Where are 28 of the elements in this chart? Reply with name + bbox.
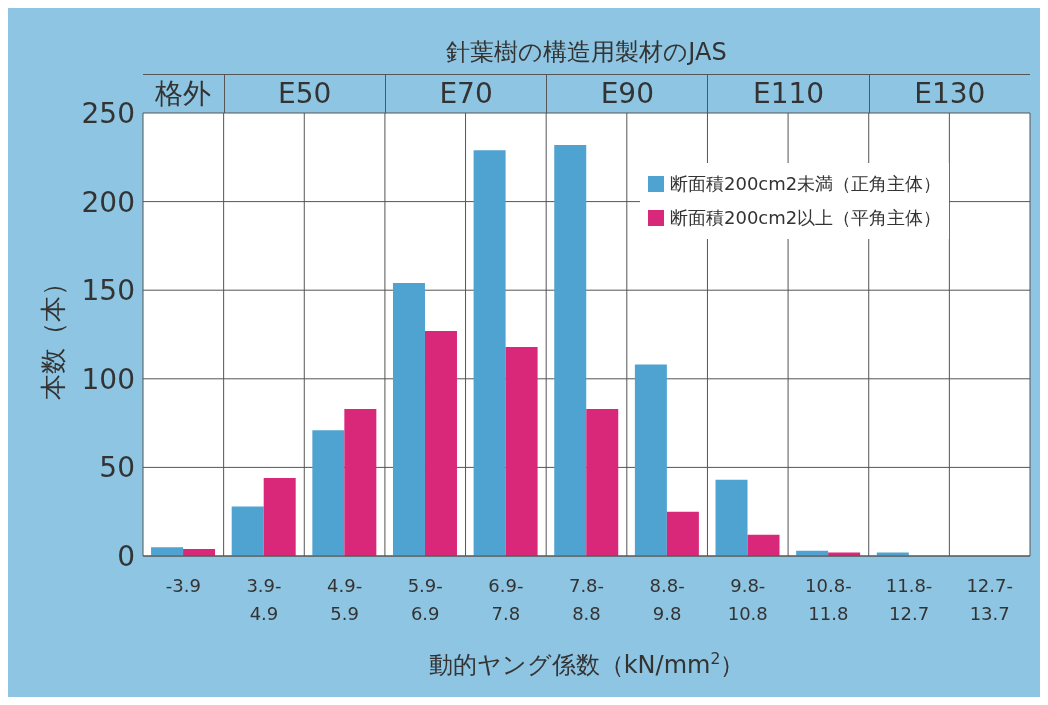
text: 格外 [154, 75, 213, 112]
y-tick-label: 200 [81, 185, 135, 219]
x-tick-label: 8.8-9.8 [649, 575, 685, 624]
x-tick-label: 10.8-11.8 [805, 575, 852, 624]
y-tick-label: 150 [81, 274, 135, 308]
y-axis-title: 本数（本） [38, 269, 68, 400]
legend-label: 断面積200cm2未満（正角主体） [670, 172, 942, 196]
x-tick-label: 5.9-6.9 [407, 575, 443, 624]
x-tick-label: 12.7-13.7 [966, 575, 1013, 624]
x-tick-label: 7.8-8.8 [568, 575, 605, 624]
x-axis-title: 動的ヤング係数（kN/mm$^{2}$） [428, 650, 745, 679]
x-tick-label: 3.9-4.9 [246, 575, 282, 624]
x-tick-label: 4.9-5.9 [327, 575, 363, 624]
chart-title: 針葉樹の構造用製材のJAS [445, 37, 728, 68]
y-tick-label: 250 [81, 96, 135, 130]
y-tick-label: 0 [117, 539, 135, 573]
y-tick-label: 100 [81, 362, 135, 396]
text: E130 [868, 74, 1030, 113]
text: E70 [384, 74, 547, 113]
x-tick-label: 11.8-12.7 [885, 575, 933, 624]
legend-label: 断面積200cm2以上（平角主体） [670, 206, 942, 230]
y-tick-label: 50 [99, 451, 135, 485]
text: E110 [707, 74, 869, 113]
text: E50 [223, 74, 385, 113]
text: E90 [546, 74, 708, 113]
x-tick-label: -3.9 [165, 575, 201, 596]
x-tick-label: 9.8-10.8 [727, 575, 768, 624]
x-tick-label: 6.9-7.8 [488, 575, 524, 624]
